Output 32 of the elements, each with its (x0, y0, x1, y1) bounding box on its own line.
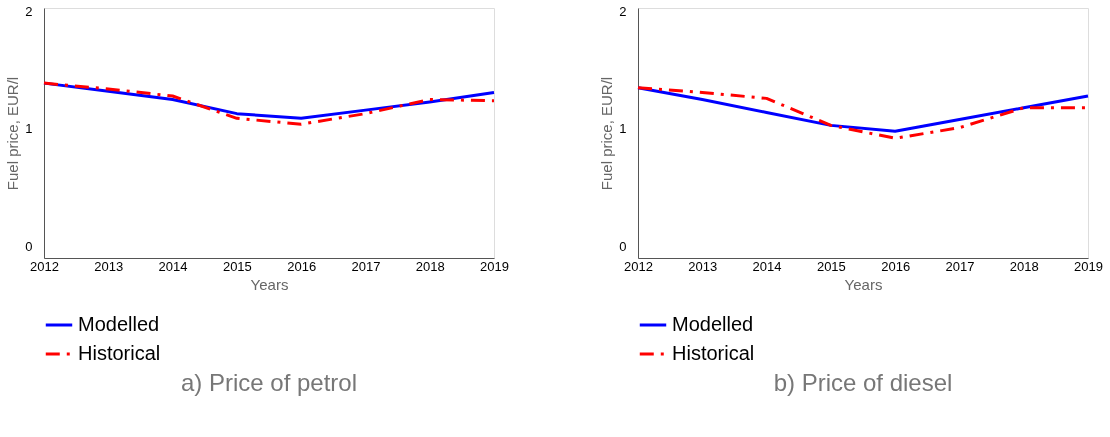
legend-label: Historical (672, 342, 755, 364)
text: b) Price of diesel (773, 369, 953, 396)
y-tick-label: 0 (619, 238, 627, 254)
x-tick-label: 2019 (480, 258, 509, 274)
x-tick-label: 2013 (688, 258, 718, 274)
x-tick-label: 2015 (816, 258, 846, 274)
y-tick-label: 1 (25, 121, 33, 137)
x-tick-label: 2016 (287, 258, 317, 274)
y-tick-label: 2 (25, 4, 33, 20)
legend-label: Modelled (672, 313, 754, 335)
y-axis-title: Fuel price, EUR/l (4, 76, 22, 191)
y-tick-label: 1 (619, 121, 627, 137)
x-tick-label: 2016 (881, 258, 911, 274)
x-tick-label: 2014 (158, 258, 188, 274)
x-tick-label: 2019 (1074, 258, 1103, 274)
x-tick-label: 2018 (415, 258, 445, 274)
x-tick-label: 2017 (945, 258, 975, 274)
x-tick-label: 2012 (624, 258, 653, 274)
x-tick-label: 2013 (94, 258, 124, 274)
x-axis-title: Years (844, 275, 883, 293)
legend-label: Modelled (78, 313, 160, 335)
y-axis-title: Fuel price, EUR/l (598, 76, 616, 191)
legend-label: Historical (78, 342, 161, 364)
x-tick-label: 2015 (222, 258, 252, 274)
y-tick-label: 2 (619, 4, 627, 20)
y-tick-label: 0 (25, 238, 33, 254)
x-tick-label: 2014 (752, 258, 782, 274)
x-axis-title: Years (250, 275, 289, 293)
text: a) Price of petrol (180, 369, 358, 396)
x-tick-label: 2018 (1009, 258, 1039, 274)
x-tick-label: 2017 (351, 258, 381, 274)
x-tick-label: 2012 (30, 258, 59, 274)
